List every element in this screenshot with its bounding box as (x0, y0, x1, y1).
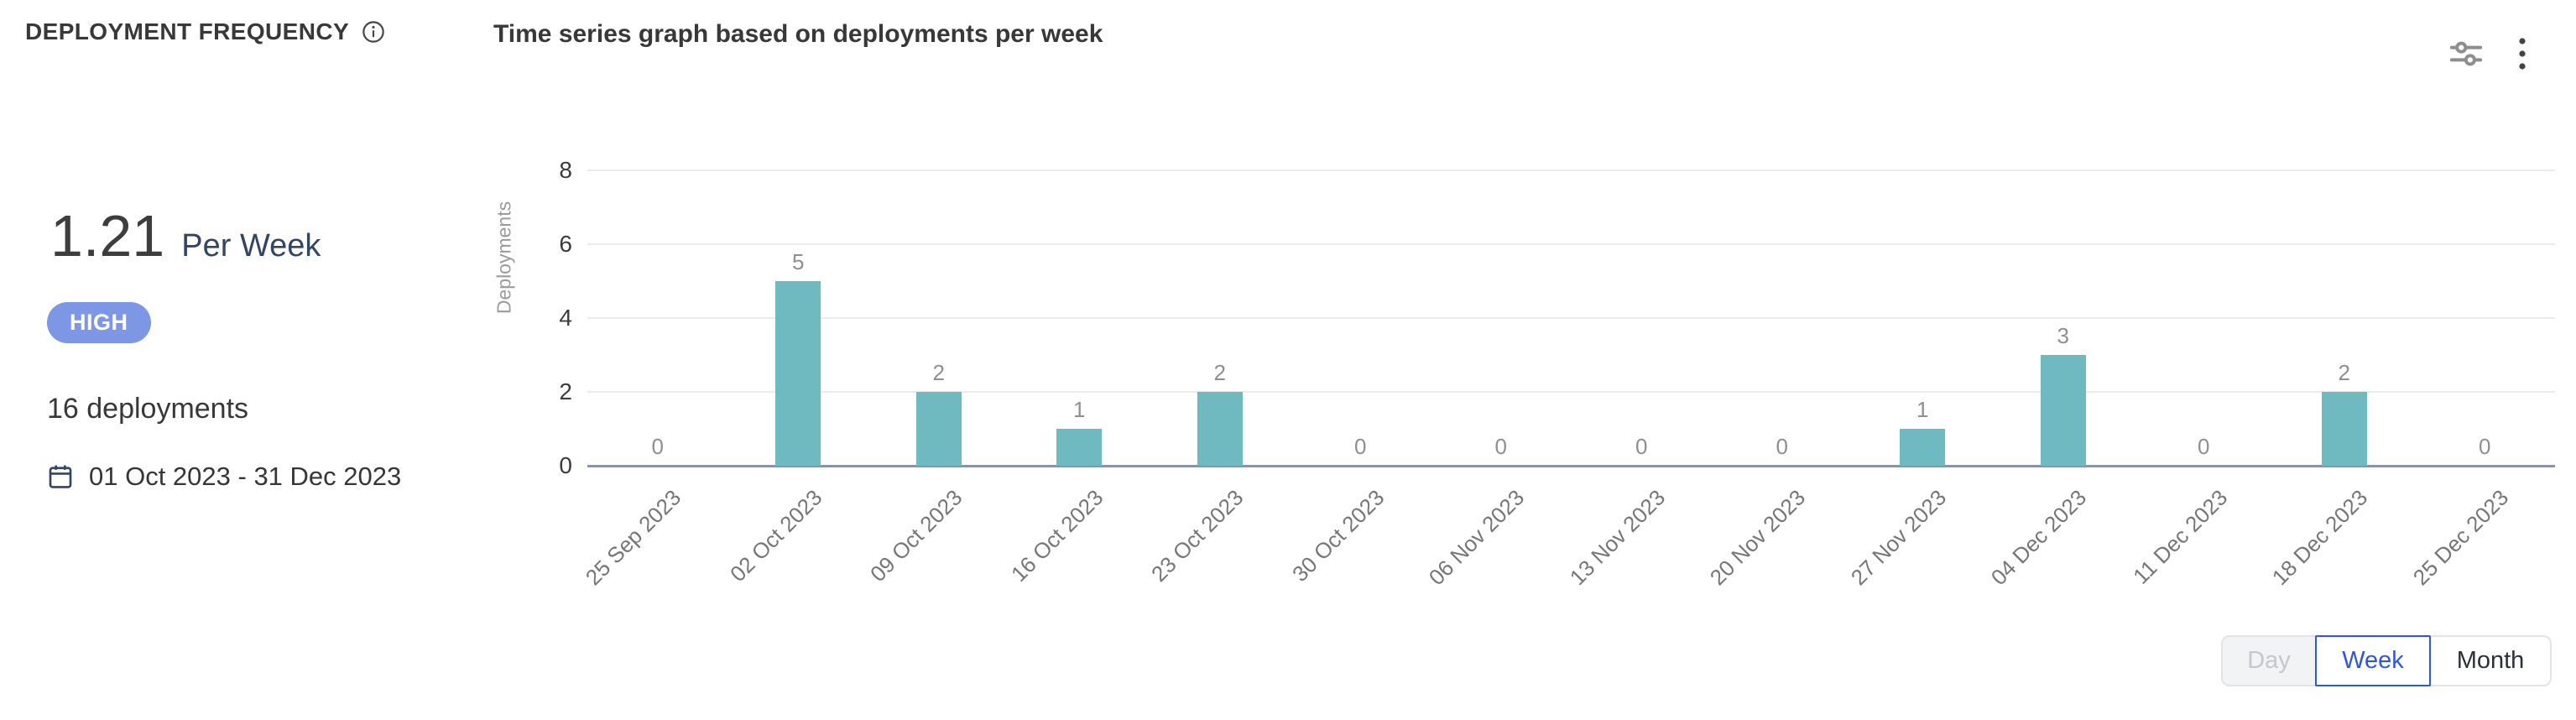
metric-unit: Per Week (181, 228, 321, 263)
y-axis-tick-label: 6 (559, 231, 572, 257)
bar-value-label: 5 (792, 249, 805, 274)
date-range-text: 01 Oct 2023 - 31 Dec 2023 (89, 462, 402, 491)
panel-title: DEPLOYMENT FREQUENCY (25, 18, 350, 44)
bar-value-label: 0 (1494, 434, 1507, 459)
x-axis-label: 18 Dec 2023 (2267, 484, 2373, 591)
toggle-option-week[interactable]: Week (2315, 635, 2431, 686)
filter-settings-button[interactable] (2442, 30, 2490, 77)
x-axis-label: 25 Dec 2023 (2407, 484, 2514, 591)
x-axis-label: 30 Oct 2023 (1286, 484, 1390, 587)
bar-value-label: 2 (932, 360, 945, 385)
y-axis-title: Deployments (493, 201, 515, 315)
more-options-button[interactable] (2504, 30, 2541, 77)
granularity-toggle: Day Week Month (2221, 635, 2552, 686)
bar-value-label: 2 (1213, 360, 1226, 385)
calendar-icon (47, 462, 74, 491)
bar-value-label: 3 (2057, 323, 2069, 348)
info-icon-glyph (362, 21, 384, 43)
bar[interactable] (2040, 355, 2086, 466)
x-axis-label: 25 Sep 2023 (581, 484, 686, 591)
x-axis-line (587, 465, 2555, 467)
bar-value-label: 0 (1776, 434, 1788, 459)
info-icon[interactable] (361, 19, 386, 44)
x-axis-label: 13 Nov 2023 (1564, 484, 1671, 591)
bar-value-label: 0 (2479, 434, 2491, 459)
x-axis-label: 11 Dec 2023 (2127, 484, 2233, 589)
y-axis-tick-label: 4 (559, 305, 572, 331)
kebab-menu-icon (2519, 38, 2526, 70)
total-deployments: 16 deployments (47, 393, 249, 425)
toggle-option-day[interactable]: Day (2221, 635, 2317, 686)
gridline (587, 243, 2555, 245)
bar[interactable] (1197, 392, 1243, 466)
rating-badge: HIGH (47, 302, 151, 343)
bar-value-label: 1 (1073, 397, 1086, 422)
x-axis-label: 09 Oct 2023 (865, 484, 967, 587)
bar[interactable] (1056, 429, 1103, 466)
bar[interactable] (915, 392, 962, 466)
bar-value-label: 0 (1635, 434, 1648, 459)
x-axis-label: 23 Oct 2023 (1146, 484, 1249, 587)
x-axis-label: 27 Nov 2023 (1845, 484, 1952, 591)
y-axis-tick-label: 2 (559, 378, 572, 404)
bar[interactable] (2321, 392, 2367, 466)
bar-value-label: 2 (2338, 360, 2350, 385)
chart-title: Time series graph based on deployments p… (493, 20, 1103, 48)
toggle-option-month[interactable]: Month (2429, 635, 2552, 686)
gridline (587, 391, 2555, 393)
gridline (587, 170, 2555, 171)
gridline (587, 317, 2555, 319)
bar[interactable] (1900, 429, 1946, 466)
metric-value: 1.21 (50, 203, 165, 269)
x-axis-label: 20 Nov 2023 (1705, 484, 1811, 591)
date-range-row: 01 Oct 2023 - 31 Dec 2023 (47, 462, 401, 492)
sliders-icon (2449, 41, 2483, 66)
bar-value-label: 0 (1354, 434, 1367, 459)
x-axis-label: 06 Nov 2023 (1424, 484, 1530, 591)
bar-value-label: 0 (651, 434, 664, 459)
x-axis-label: 02 Oct 2023 (724, 484, 827, 587)
x-axis-label: 16 Oct 2023 (1005, 484, 1108, 587)
bar-value-label: 1 (1916, 397, 1929, 422)
bar-value-label: 0 (2198, 434, 2210, 459)
metric: 1.21 Per Week (50, 206, 321, 265)
panel-header: DEPLOYMENT FREQUENCY (25, 18, 386, 45)
bar[interactable] (775, 281, 821, 466)
plot-area: 0 2 4 6 8 0 25 Sep 2023 5 02 Oct 2023 2 09 Oct 202… (559, 157, 2555, 590)
y-axis-tick-label: 0 (559, 452, 572, 478)
y-axis-tick-label: 8 (559, 157, 572, 183)
x-axis-label: 04 Dec 2023 (1986, 484, 2092, 591)
